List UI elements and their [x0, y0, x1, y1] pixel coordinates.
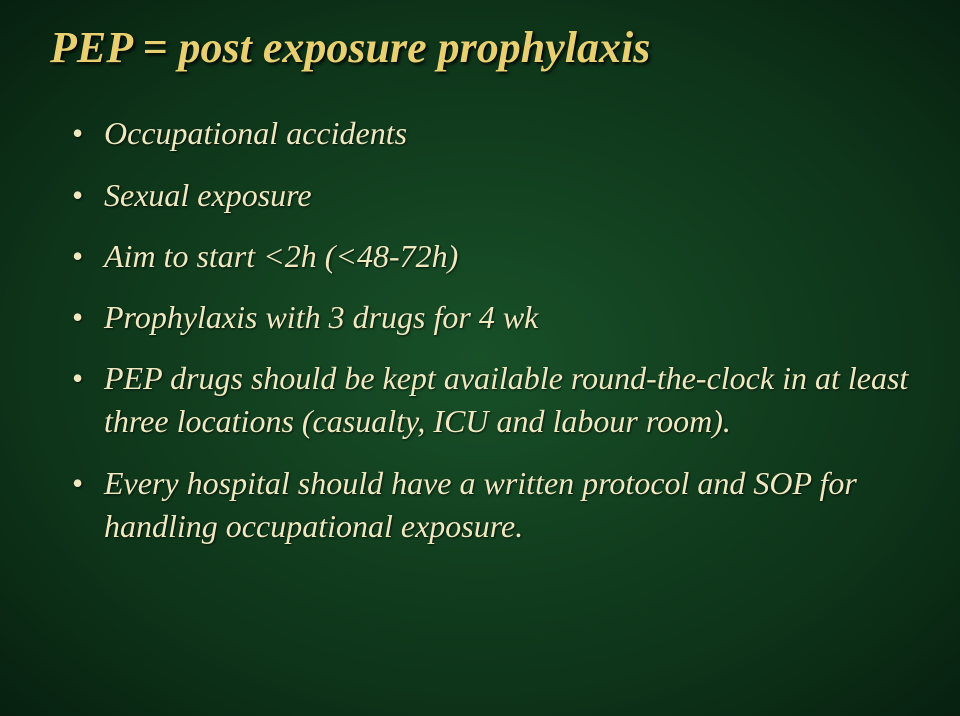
list-item: Occupational accidents	[70, 112, 910, 155]
slide-title: PEP = post exposure prophylaxis	[50, 24, 910, 72]
list-item: Aim to start <2h (<48-72h)	[70, 235, 910, 278]
bullet-list: Occupational accidents Sexual exposure A…	[70, 112, 910, 548]
list-item: PEP drugs should be kept available round…	[70, 357, 910, 443]
list-item: Every hospital should have a written pro…	[70, 462, 910, 548]
list-item: Prophylaxis with 3 drugs for 4 wk	[70, 296, 910, 339]
slide: PEP = post exposure prophylaxis Occupati…	[0, 0, 960, 716]
list-item: Sexual exposure	[70, 174, 910, 217]
